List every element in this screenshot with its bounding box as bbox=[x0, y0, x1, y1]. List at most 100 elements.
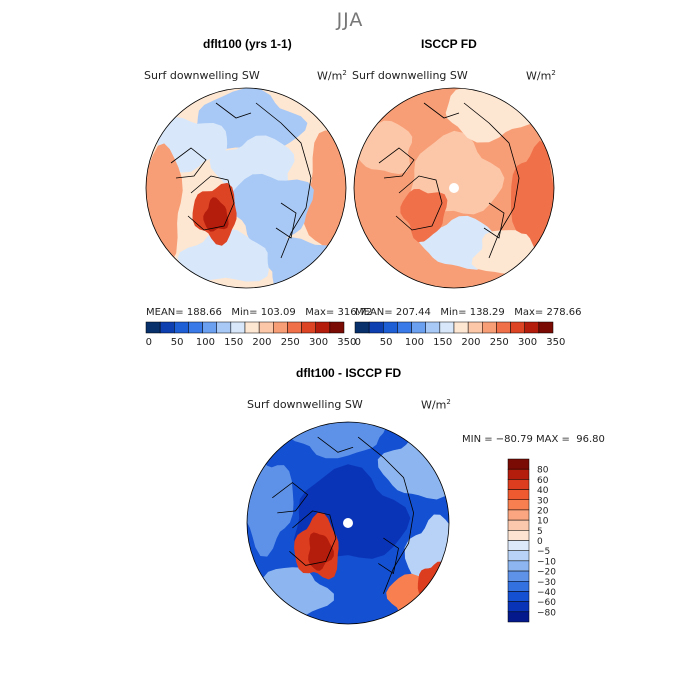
field-label-diff: Surf downwelling SW bbox=[247, 398, 363, 411]
colorbar-diff-tick-label: 5 bbox=[537, 527, 543, 537]
colorbar-diff-swatch bbox=[507, 479, 530, 490]
colorbar-diff-swatch bbox=[507, 458, 530, 470]
map-obs-pole-mask bbox=[449, 183, 459, 193]
map-diff-region bbox=[288, 422, 386, 459]
colorbar-model-swatch bbox=[301, 321, 316, 334]
units-model: W/m2 bbox=[317, 69, 347, 83]
map-model bbox=[145, 87, 347, 289]
colorbar-diff-tick-label: −20 bbox=[537, 568, 556, 578]
colorbar-obs-swatch bbox=[397, 321, 412, 334]
colorbar-model-tick-label: 100 bbox=[196, 337, 215, 348]
colorbar-diff-swatch bbox=[507, 540, 530, 551]
colorbar-model-swatch bbox=[159, 321, 175, 334]
colorbar-diff-tick-label: −40 bbox=[537, 588, 556, 598]
colorbar-obs-tick-label: 250 bbox=[490, 337, 509, 348]
colorbar-model-swatch bbox=[145, 321, 161, 334]
colorbar-obs-tick-label: 200 bbox=[461, 337, 480, 348]
colorbar-obs-swatch bbox=[453, 321, 469, 334]
panel-title-diff: dflt100 - ISCCP FD bbox=[296, 366, 402, 380]
colorbar-model-swatch bbox=[329, 321, 345, 334]
colorbar-obs-swatch bbox=[510, 321, 525, 334]
colorbar-model-swatch bbox=[244, 321, 260, 334]
map-diff-coastline bbox=[289, 510, 337, 566]
map-model-region bbox=[157, 116, 228, 173]
colorbar-diff-tick-label: −80 bbox=[537, 608, 556, 618]
units-diff: W/m2 bbox=[421, 398, 451, 412]
colorbar-model-tick-label: 300 bbox=[309, 337, 328, 348]
colorbar-obs-swatch bbox=[425, 321, 441, 334]
colorbar-diff-swatch bbox=[507, 591, 530, 602]
map-model-coastline bbox=[275, 202, 297, 239]
colorbar-model-tick-label: 0 bbox=[146, 337, 152, 348]
map-model-region bbox=[303, 130, 346, 251]
map-diff-coastline bbox=[317, 436, 354, 453]
map-model-coastline bbox=[255, 102, 312, 259]
colorbar-obs-swatch bbox=[354, 321, 370, 334]
colorbar-diff-tick-label: 40 bbox=[537, 486, 549, 496]
colorbar-obs-swatch bbox=[524, 321, 540, 334]
colorbar-diff-tick-label: 10 bbox=[537, 517, 549, 527]
colorbar-obs-tick-label: 0 bbox=[355, 337, 361, 348]
map-obs-coastline bbox=[463, 102, 520, 259]
colorbar-obs-tick-label: 50 bbox=[380, 337, 393, 348]
colorbar-obs-swatch bbox=[496, 321, 511, 334]
colorbar-model-swatch bbox=[202, 321, 217, 334]
colorbar-diff-tick-label: 20 bbox=[537, 506, 549, 516]
colorbar-obs-swatch bbox=[411, 321, 426, 334]
colorbar-diff-swatch bbox=[507, 570, 530, 582]
colorbar-model-tick-label: 250 bbox=[281, 337, 300, 348]
colorbar-model-tick-label: 50 bbox=[171, 337, 184, 348]
stats-obs: MEAN= 207.44 Min= 138.29 Max= 278.66 bbox=[355, 307, 582, 318]
map-diff-coastline bbox=[378, 537, 399, 575]
colorbar-diff-tick-label: 60 bbox=[537, 476, 549, 486]
colorbar-model-swatch bbox=[174, 321, 189, 334]
map-model-region bbox=[146, 143, 183, 263]
colorbar-model-tick-label: 200 bbox=[252, 337, 271, 348]
colorbar-model-swatch bbox=[287, 321, 302, 334]
colorbar-model-swatch bbox=[258, 321, 274, 334]
map-diff bbox=[246, 421, 450, 625]
map-obs-coastline bbox=[423, 102, 460, 119]
map-model-region bbox=[203, 197, 229, 232]
page-title: JJA bbox=[336, 9, 364, 31]
map-model-coastline bbox=[187, 175, 235, 231]
stats-diff: MIN = −80.79 MAX = 96.80 bbox=[462, 434, 605, 445]
colorbar-diff-tick-label: 80 bbox=[537, 466, 549, 476]
map-obs bbox=[353, 87, 555, 289]
colorbar-model-swatch bbox=[315, 321, 331, 334]
colorbar-diff-tick-label: −10 bbox=[537, 557, 556, 567]
map-obs-border bbox=[353, 87, 555, 289]
colorbar-model-swatch bbox=[188, 321, 203, 334]
map-model-border bbox=[145, 87, 347, 289]
colorbar-model: 0 50 100 150 200 250 300 350 bbox=[145, 321, 356, 348]
colorbar-obs-swatch bbox=[538, 321, 554, 334]
colorbar-obs-swatch bbox=[482, 321, 497, 334]
colorbar-obs-swatch bbox=[439, 321, 455, 334]
colorbar-obs-tick-label: 350 bbox=[546, 337, 565, 348]
map-diff-coastline bbox=[357, 436, 415, 594]
colorbar-obs-tick-label: 300 bbox=[518, 337, 537, 348]
colorbar-diff-swatch bbox=[507, 530, 530, 541]
units-obs: W/m2 bbox=[526, 69, 556, 83]
map-diff-pole-mask bbox=[343, 518, 353, 528]
colorbar-diff-swatch bbox=[507, 581, 530, 592]
colorbar-diff-swatch bbox=[507, 499, 530, 511]
map-diff-region bbox=[308, 532, 334, 571]
colorbar-obs-tick-label: 100 bbox=[405, 337, 424, 348]
colorbar-model-swatch bbox=[273, 321, 288, 334]
colorbar-diff-tick-label: −60 bbox=[537, 598, 556, 608]
map-model-coastline bbox=[215, 102, 252, 119]
map-diff-border bbox=[246, 421, 450, 625]
map-model-coastline bbox=[170, 147, 207, 179]
colorbar-diff-tick-label: −30 bbox=[537, 578, 556, 588]
colorbar-diff-tick-label: 0 bbox=[537, 537, 543, 547]
colorbar-diff-swatch bbox=[507, 519, 530, 531]
map-obs-coastline bbox=[378, 147, 415, 179]
colorbar-diff-tick-label: 30 bbox=[537, 496, 549, 506]
colorbar-model-tick-label: 150 bbox=[224, 337, 243, 348]
colorbar-obs-swatch bbox=[368, 321, 384, 334]
colorbar-diff-swatch bbox=[507, 560, 530, 572]
map-diff-coastline bbox=[272, 482, 309, 514]
stats-model: MEAN= 188.66 Min= 103.09 Max= 316.72 bbox=[146, 307, 373, 318]
